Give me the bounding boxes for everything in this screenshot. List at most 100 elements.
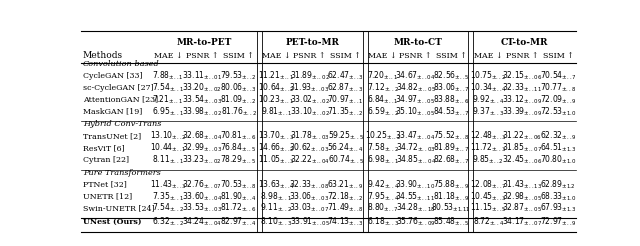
Text: $32.87_{\pm..05}$: $32.87_{\pm..05}$ bbox=[502, 202, 542, 215]
Text: MR-to-PET: MR-to-PET bbox=[177, 38, 232, 47]
Text: $11.05_{\pm..3}$: $11.05_{\pm..3}$ bbox=[258, 154, 295, 166]
Text: $67.93_{\pm1.3}$: $67.93_{\pm1.3}$ bbox=[540, 202, 577, 215]
Text: $32.33_{\pm..11}$: $32.33_{\pm..11}$ bbox=[502, 82, 542, 94]
Text: $34.85_{\pm..04}$: $34.85_{\pm..04}$ bbox=[396, 154, 436, 166]
Text: $82.56_{\pm..5}$: $82.56_{\pm..5}$ bbox=[433, 70, 469, 82]
Text: $85.48_{\pm..5}$: $85.48_{\pm..5}$ bbox=[433, 216, 469, 228]
Text: MAE ↓: MAE ↓ bbox=[369, 52, 397, 60]
Text: PSNR ↑: PSNR ↑ bbox=[506, 52, 538, 60]
Text: $80.53_{\pm1.11}$: $80.53_{\pm1.11}$ bbox=[431, 202, 471, 215]
Text: PTNet [32]: PTNet [32] bbox=[83, 181, 127, 188]
Text: Hybrid Conv-Trans: Hybrid Conv-Trans bbox=[83, 120, 161, 128]
Text: $79.53_{\pm..2}$: $79.53_{\pm..2}$ bbox=[220, 70, 257, 82]
Text: UNest (Ours): UNest (Ours) bbox=[83, 218, 141, 226]
Text: $82.97_{\pm..4}$: $82.97_{\pm..4}$ bbox=[220, 216, 257, 228]
Text: PSNR ↑: PSNR ↑ bbox=[186, 52, 218, 60]
Text: $14.66_{\pm..2}$: $14.66_{\pm..2}$ bbox=[258, 142, 295, 154]
Text: $33.60_{\pm..04}$: $33.60_{\pm..04}$ bbox=[182, 190, 222, 202]
Text: $71.49_{\pm..8}$: $71.49_{\pm..8}$ bbox=[327, 202, 364, 215]
Text: $13.63_{\pm..4}$: $13.63_{\pm..4}$ bbox=[258, 178, 295, 191]
Text: $6.95_{\pm..1}$: $6.95_{\pm..1}$ bbox=[152, 105, 184, 118]
Text: $32.15_{\pm..06}$: $32.15_{\pm..06}$ bbox=[502, 70, 542, 82]
Text: $7.54_{\pm..2}$: $7.54_{\pm..2}$ bbox=[152, 202, 184, 215]
Text: $33.91_{\pm..05}$: $33.91_{\pm..05}$ bbox=[289, 216, 330, 228]
Text: $8.80_{\pm..7}$: $8.80_{\pm..7}$ bbox=[367, 202, 399, 215]
Text: $81.89_{\pm..7}$: $81.89_{\pm..7}$ bbox=[433, 142, 469, 154]
Text: Cytran [22]: Cytran [22] bbox=[83, 156, 129, 164]
Text: $9.42_{\pm..4}$: $9.42_{\pm..4}$ bbox=[367, 178, 399, 191]
Text: MR-to-CT: MR-to-CT bbox=[394, 38, 443, 47]
Text: $33.02_{\pm..02}$: $33.02_{\pm..02}$ bbox=[289, 93, 330, 106]
Text: $8.98_{\pm..1}$: $8.98_{\pm..1}$ bbox=[260, 190, 292, 202]
Text: $62.89_{\pm1.2}$: $62.89_{\pm1.2}$ bbox=[540, 178, 576, 191]
Text: $71.35_{\pm..2}$: $71.35_{\pm..2}$ bbox=[327, 105, 364, 118]
Text: $7.95_{\pm..4}$: $7.95_{\pm..4}$ bbox=[367, 190, 399, 202]
Text: $33.90_{\pm..10}$: $33.90_{\pm..10}$ bbox=[396, 178, 436, 191]
Text: $9.92_{\pm..4}$: $9.92_{\pm..4}$ bbox=[472, 93, 504, 106]
Text: $81.09_{\pm..2}$: $81.09_{\pm..2}$ bbox=[220, 93, 257, 106]
Text: $31.93_{\pm..03}$: $31.93_{\pm..03}$ bbox=[289, 82, 330, 94]
Text: MaskGAN [19]: MaskGAN [19] bbox=[83, 108, 142, 116]
Text: $6.18_{\pm..3}$: $6.18_{\pm..3}$ bbox=[367, 216, 399, 228]
Text: $31.78_{\pm..03}$: $31.78_{\pm..03}$ bbox=[290, 130, 330, 142]
Text: $7.21_{\pm..1}$: $7.21_{\pm..1}$ bbox=[152, 93, 184, 106]
Text: $75.88_{\pm..9}$: $75.88_{\pm..9}$ bbox=[433, 178, 469, 191]
Text: ResViT [6]: ResViT [6] bbox=[83, 144, 125, 152]
Text: $33.39_{\pm..09}$: $33.39_{\pm..09}$ bbox=[502, 105, 542, 118]
Text: sc-CycleGAN [27]: sc-CycleGAN [27] bbox=[83, 84, 154, 92]
Text: $62.87_{\pm..3}$: $62.87_{\pm..3}$ bbox=[327, 82, 364, 94]
Text: $11.72_{\pm..3}$: $11.72_{\pm..3}$ bbox=[470, 142, 506, 154]
Text: $72.09_{\pm..9}$: $72.09_{\pm..9}$ bbox=[540, 93, 577, 106]
Text: Pure Transformers: Pure Transformers bbox=[83, 169, 161, 177]
Text: $6.59_{\pm..2}$: $6.59_{\pm..2}$ bbox=[367, 105, 399, 118]
Text: Methods: Methods bbox=[83, 51, 123, 60]
Text: $34.97_{\pm..05}$: $34.97_{\pm..05}$ bbox=[396, 93, 436, 106]
Text: $72.97_{\pm..9}$: $72.97_{\pm..9}$ bbox=[540, 216, 577, 228]
Text: $7.12_{\pm..2}$: $7.12_{\pm..2}$ bbox=[367, 82, 399, 94]
Text: $62.47_{\pm..3}$: $62.47_{\pm..3}$ bbox=[327, 70, 364, 82]
Text: PSNR ↑: PSNR ↑ bbox=[293, 52, 326, 60]
Text: $10.75_{\pm..2}$: $10.75_{\pm..2}$ bbox=[470, 70, 506, 82]
Text: $64.51_{\pm1.3}$: $64.51_{\pm1.3}$ bbox=[540, 142, 577, 154]
Text: $56.24_{\pm..4}$: $56.24_{\pm..4}$ bbox=[327, 142, 364, 154]
Text: AttentionGAN [23]: AttentionGAN [23] bbox=[83, 96, 158, 104]
Text: CycleGAN [33]: CycleGAN [33] bbox=[83, 72, 143, 80]
Text: $11.15_{\pm..5}$: $11.15_{\pm..5}$ bbox=[470, 202, 507, 215]
Text: $9.37_{\pm..3}$: $9.37_{\pm..3}$ bbox=[472, 105, 504, 118]
Text: $75.52_{\pm..8}$: $75.52_{\pm..8}$ bbox=[433, 130, 470, 142]
Text: $34.28_{\pm..18}$: $34.28_{\pm..18}$ bbox=[396, 202, 435, 215]
Text: $63.21_{\pm..9}$: $63.21_{\pm..9}$ bbox=[327, 178, 364, 191]
Text: $81.72_{\pm..6}$: $81.72_{\pm..6}$ bbox=[220, 202, 257, 215]
Text: $7.20_{\pm..1}$: $7.20_{\pm..1}$ bbox=[367, 70, 399, 82]
Text: $7.54_{\pm..1}$: $7.54_{\pm..1}$ bbox=[152, 82, 184, 94]
Text: $10.34_{\pm..4}$: $10.34_{\pm..4}$ bbox=[470, 82, 507, 94]
Text: $32.98_{\pm..05}$: $32.98_{\pm..05}$ bbox=[502, 190, 542, 202]
Text: $6.84_{\pm..1}$: $6.84_{\pm..1}$ bbox=[367, 93, 399, 106]
Text: $33.06_{\pm..03}$: $33.06_{\pm..03}$ bbox=[289, 190, 330, 202]
Text: $35.76_{\pm..09}$: $35.76_{\pm..09}$ bbox=[396, 216, 435, 228]
Text: $6.98_{\pm..1}$: $6.98_{\pm..1}$ bbox=[367, 154, 399, 166]
Text: $13.70_{\pm..3}$: $13.70_{\pm..3}$ bbox=[259, 130, 294, 142]
Text: MAE ↓: MAE ↓ bbox=[262, 52, 291, 60]
Text: $9.11_{\pm..2}$: $9.11_{\pm..2}$ bbox=[260, 202, 292, 215]
Text: $7.58_{\pm..2}$: $7.58_{\pm..2}$ bbox=[367, 142, 399, 154]
Text: $32.68_{\pm..04}$: $32.68_{\pm..04}$ bbox=[182, 130, 222, 142]
Text: $11.21_{\pm..1}$: $11.21_{\pm..1}$ bbox=[258, 70, 294, 82]
Text: $10.23_{\pm..1}$: $10.23_{\pm..1}$ bbox=[258, 93, 294, 106]
Text: $33.53_{\pm..03}$: $33.53_{\pm..03}$ bbox=[182, 202, 222, 215]
Text: $34.17_{\pm..07}$: $34.17_{\pm..07}$ bbox=[502, 216, 542, 228]
Text: $10.25_{\pm..2}$: $10.25_{\pm..2}$ bbox=[365, 130, 401, 142]
Text: SSIM ↑: SSIM ↑ bbox=[330, 52, 361, 60]
Text: $30.62_{\pm..03}$: $30.62_{\pm..03}$ bbox=[289, 142, 330, 154]
Text: $81.18_{\pm..9}$: $81.18_{\pm..9}$ bbox=[433, 190, 470, 202]
Text: $59.25_{\pm..5}$: $59.25_{\pm..5}$ bbox=[328, 130, 364, 142]
Text: $31.43_{\pm..13}$: $31.43_{\pm..13}$ bbox=[502, 178, 542, 191]
Text: PET-to-MR: PET-to-MR bbox=[285, 38, 339, 47]
Text: $76.84_{\pm..5}$: $76.84_{\pm..5}$ bbox=[220, 142, 257, 154]
Text: $81.76_{\pm..2}$: $81.76_{\pm..2}$ bbox=[221, 105, 257, 118]
Text: CT-to-MR: CT-to-MR bbox=[501, 38, 548, 47]
Text: $33.54_{\pm..03}$: $33.54_{\pm..03}$ bbox=[182, 93, 222, 106]
Text: $31.85_{\pm..07}$: $31.85_{\pm..07}$ bbox=[502, 142, 542, 154]
Text: $34.67_{\pm..04}$: $34.67_{\pm..04}$ bbox=[396, 70, 436, 82]
Text: $33.11_{\pm..01}$: $33.11_{\pm..01}$ bbox=[182, 70, 222, 82]
